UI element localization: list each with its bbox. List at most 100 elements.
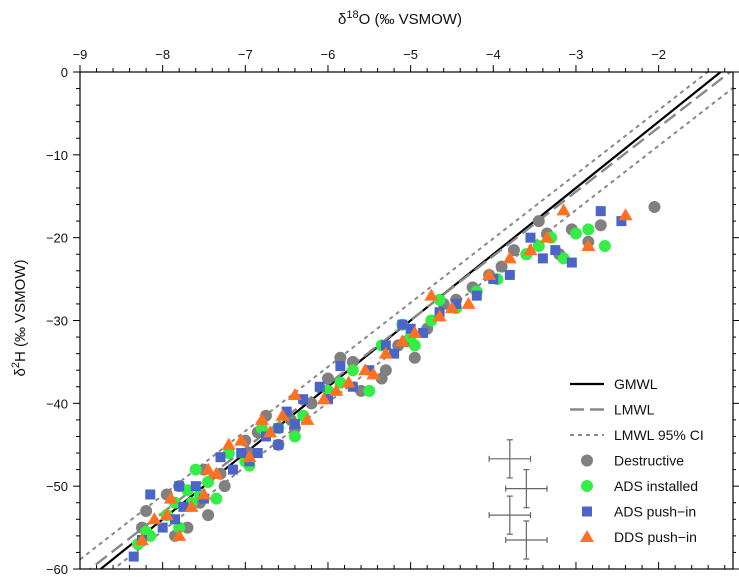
point-destructive [379, 364, 392, 377]
point-ads-installed [363, 384, 376, 397]
legend: GMWL LMWL LMWL 95% CI Destructive ADS instal… [570, 376, 704, 545]
point-dds-push-in [275, 408, 290, 421]
plot-frame [79, 71, 734, 570]
x-tick-label: −4 [486, 47, 501, 62]
legend-dds-push-in-label: DDS push−in [614, 529, 697, 545]
point-dds-push-in [556, 203, 571, 216]
svg-text:δ2H (‰ VSMOW): δ2H (‰ VSMOW) [10, 260, 29, 377]
axis-title-x: δ18O (‰ VSMOW) [338, 9, 462, 28]
point-ads-push-in [405, 323, 416, 334]
legend-ads-push-in-label: ADS push−in [614, 504, 696, 520]
legend-ads-push-in-swatch [582, 506, 592, 517]
point-dds-push-in [329, 383, 344, 396]
point-destructive [532, 215, 545, 228]
point-dds-push-in [254, 412, 269, 425]
y-tick-label: −40 [46, 396, 68, 411]
point-ads-push-in [298, 394, 309, 405]
x-tick-label: −8 [155, 47, 170, 62]
point-dds-push-in [201, 462, 216, 475]
point-ads-push-in [252, 448, 263, 459]
point-dds-push-in [147, 512, 162, 525]
point-destructive [321, 372, 334, 385]
point-ads-installed [408, 339, 421, 352]
point-dds-push-in [378, 346, 393, 359]
axis-ticks: −9 −8 −7 −6 −5 −4 −3 −20−10−20−30−40−50−60 [46, 47, 739, 577]
point-ads-push-in [178, 501, 189, 512]
point-ads-push-in [364, 365, 375, 376]
point-ads-push-in [273, 439, 284, 450]
point-ads-push-in [537, 253, 548, 264]
point-ads-push-in [289, 419, 300, 430]
point-dds-push-in [184, 499, 199, 512]
point-dds-push-in [263, 425, 278, 438]
x-tick-label: −9 [73, 47, 88, 62]
y-tick-label: −20 [46, 231, 68, 246]
point-ads-push-in [380, 340, 391, 351]
x-title-sup: 18 [346, 9, 358, 21]
y-title-sup: 2 [10, 362, 22, 368]
point-ads-push-in [525, 232, 536, 243]
point-destructive [355, 384, 368, 397]
x-tick-label: −7 [238, 47, 253, 62]
point-ads-push-in [190, 481, 201, 492]
point-ads-installed [569, 227, 582, 240]
point-ads-push-in [566, 257, 577, 268]
point-ads-push-in [215, 452, 226, 463]
point-dds-push-in [242, 450, 257, 463]
point-destructive [334, 351, 347, 364]
point-dds-push-in [358, 363, 373, 376]
y-tick-label: −50 [46, 479, 68, 494]
point-dds-push-in [366, 367, 381, 380]
legend-gmwl-label: GMWL [614, 376, 658, 392]
point-destructive [218, 480, 231, 493]
point-ads-installed [346, 364, 359, 377]
y-title-rest: H (‰ VSMOW) [12, 260, 29, 363]
point-ads-installed [210, 492, 223, 505]
point-dds-push-in [172, 528, 187, 541]
point-ads-installed [433, 293, 446, 306]
point-destructive [495, 260, 508, 273]
point-dds-push-in [424, 288, 439, 301]
point-dds-push-in [407, 325, 422, 338]
y-tick-label: 0 [61, 65, 68, 80]
point-dds-push-in [196, 487, 211, 500]
point-dds-push-in [221, 437, 236, 450]
point-ads-push-in [227, 464, 238, 475]
point-ads-push-in [550, 245, 561, 256]
point-dds-push-in [163, 491, 178, 504]
point-ads-push-in [397, 319, 408, 330]
legend-destructive-swatch [581, 454, 593, 467]
point-dds-push-in [432, 309, 447, 322]
point-destructive [305, 397, 318, 410]
point-ads-push-in [157, 522, 168, 533]
point-dds-push-in [618, 208, 633, 221]
point-ads-push-in [273, 423, 284, 434]
point-ads-installed [425, 314, 438, 327]
legend-ads-installed-swatch [581, 480, 593, 492]
x-title-rest: O (‰ VSMOW) [359, 11, 462, 28]
point-destructive [202, 509, 215, 522]
point-destructive [408, 351, 421, 364]
point-dds-push-in [134, 533, 149, 546]
error-bars [488, 439, 548, 560]
point-dds-push-in [461, 296, 476, 309]
point-dds-push-in [502, 251, 517, 264]
fit-line-lmwl-95-ci [80, 72, 710, 561]
point-ads-installed [189, 463, 202, 476]
svg-text:δ18O (‰ VSMOW): δ18O (‰ VSMOW) [338, 9, 462, 28]
legend-destructive-label: Destructive [614, 453, 684, 469]
point-ads-push-in [418, 327, 429, 338]
data-points [128, 201, 661, 562]
point-ads-push-in [170, 514, 181, 525]
point-ads-push-in [595, 206, 606, 217]
point-dds-push-in [287, 388, 302, 401]
point-destructive [140, 505, 153, 518]
point-dds-push-in [581, 238, 596, 251]
point-ads-push-in [128, 551, 139, 562]
point-dds-push-in [540, 230, 555, 243]
point-dds-push-in [482, 267, 497, 280]
point-ads-push-in [314, 381, 325, 392]
point-ads-push-in [145, 489, 156, 500]
x-tick-label: −5 [403, 47, 418, 62]
